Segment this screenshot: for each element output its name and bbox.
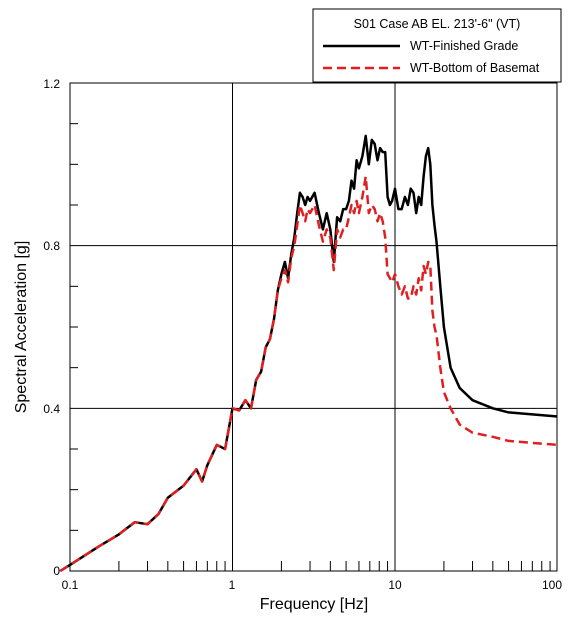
x-tick-label-1: 1 — [229, 578, 236, 592]
x-tick-label-2: 10 — [388, 578, 402, 592]
series-line-wt-finished-grade — [59, 134, 558, 573]
x-axis-title: Frequency [Hz] — [260, 596, 368, 613]
series-lines — [59, 134, 558, 573]
grid — [70, 83, 557, 571]
y-tick-label-1: 0.4 — [43, 402, 60, 416]
y-tick-label-0: 0 — [53, 564, 60, 578]
y-tick-label-3: 1.2 — [43, 77, 60, 91]
x-tick-label-3: 100 — [542, 578, 562, 592]
legend-title: S01 Case AB EL. 213'-6" (VT) — [354, 17, 521, 31]
minor-ticks — [70, 123, 551, 571]
plot-frame — [69, 82, 558, 572]
y-axis-title: Spectral Acceleration [g] — [13, 241, 30, 414]
legend: S01 Case AB EL. 213'-6" (VT) WT-Finished… — [312, 8, 562, 83]
legend-label-bottom-basemat: WT-Bottom of Basemat — [410, 61, 540, 75]
y-tick-label-2: 0.8 — [43, 239, 60, 253]
x-tick-label-0: 0.1 — [62, 578, 79, 592]
legend-label-finished-grade: WT-Finished Grade — [410, 39, 518, 53]
series-line-wt-bottom-of-basemat — [59, 175, 558, 573]
